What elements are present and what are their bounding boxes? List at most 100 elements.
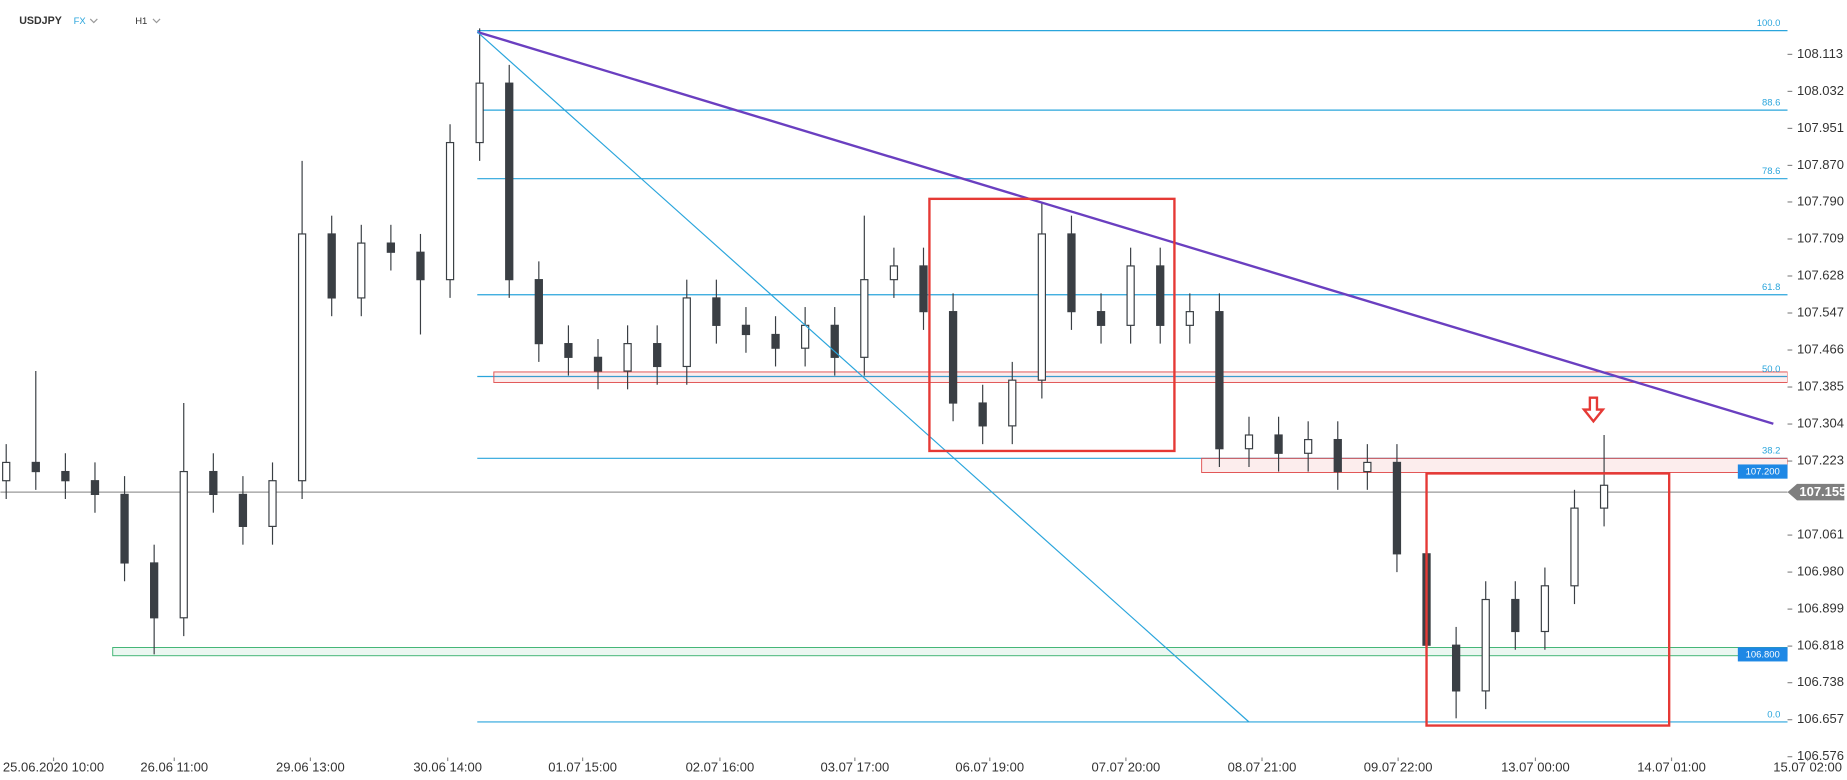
fib-label: 88.6 [1762,98,1780,109]
x-tick-label: 09.07 22:00 [1364,760,1433,775]
candle-body [1570,507,1579,587]
y-tick-label: 107.385 [1797,378,1844,393]
level-label-box [1737,647,1788,662]
y-tick-label: 106.738 [1797,674,1844,689]
y-tick-label: 107.870 [1797,157,1844,172]
y-tick-label: 106.899 [1797,601,1844,616]
candle-body [179,470,188,619]
candle-body [1481,598,1490,692]
candle-body [800,324,810,349]
candle-body [1185,311,1194,326]
candle-body [505,82,514,281]
levels-layer [0,30,1788,723]
header: USDJPY FX H1 [19,15,161,27]
candle-body [1156,265,1165,326]
y-tick-label: 107.547 [1797,304,1844,319]
candle-body [682,297,691,368]
candle-body [830,324,839,358]
candle-body [1096,311,1106,326]
symbol[interactable]: USDJPY [19,15,62,27]
candle-body [1511,598,1520,633]
caret[interactable] [152,18,161,24]
fib-label: 78.6 [1762,166,1780,177]
candle-body [209,470,218,496]
zone [112,647,1788,657]
caret[interactable] [89,18,98,24]
timeframe[interactable]: H1 [135,16,147,27]
y-tick-label: 108.032 [1797,83,1844,98]
x-tick-label: 06.07 19:00 [955,760,1024,775]
y-tick-label: 106.818 [1797,638,1844,653]
zone [493,371,1788,383]
candle-body [653,343,662,368]
fib-label: 100.0 [1757,18,1781,29]
candle-body [386,242,396,253]
x-tick-label: 25.06.2020 10:00 [3,760,104,775]
candle-body [238,493,248,527]
x-tick-label: 26.06 11:00 [140,760,208,775]
x-tick-label: 01.07 15:00 [548,760,617,775]
candle-body [623,343,632,372]
candle-body [741,324,751,336]
candle-body [1215,311,1224,450]
candle-body [564,343,573,358]
candle-body [534,279,543,345]
candle-body [919,265,928,313]
candle-body [31,461,40,473]
candle-body [1244,434,1254,450]
candle-body [297,233,307,482]
x-tick-label: 03.07 17:00 [821,760,890,775]
y-tick-label: 107.223 [1797,452,1844,467]
axis-layer: 108.113 108.032 107.951 107.870 107.790 107.7… [3,18,1846,775]
candle-body [90,480,100,496]
fib-label: 0.0 [1767,709,1780,720]
candle-body [268,480,277,527]
annotations [476,30,1774,727]
x-tick-label: 30.06 14:00 [413,760,482,775]
candle-body [1037,233,1047,381]
y-tick-label: 106.576 [1797,748,1844,763]
x-tick-label: 02.07 16:00 [686,760,755,775]
candle-body [150,562,159,619]
candle-body [1599,484,1609,509]
candle-body [978,402,987,427]
market[interactable]: FX [74,16,87,27]
candle-body [357,242,366,299]
y-tick-label: 107.628 [1797,267,1844,282]
zone [1201,457,1788,473]
candle-body [1363,461,1372,473]
fib-diagonal [476,31,1250,723]
trend-line [476,30,1774,425]
candle-body [1333,438,1342,473]
x-tick-label: 13.07 00:00 [1501,760,1570,775]
candle-body [61,470,70,482]
y-tick-label: 107.466 [1797,341,1844,356]
candle-body [1274,434,1283,454]
fib-label: 38.2 [1762,446,1780,457]
y-tick-label: 107.709 [1797,230,1844,245]
highlight-box [928,197,1176,453]
x-tick-label: 29.06 13:00 [276,760,345,775]
candle-body [1392,461,1402,555]
fib-label: 50.0 [1762,364,1780,375]
x-tick-label: 07.07 20:00 [1092,760,1161,775]
candle-body [2,461,11,482]
level-label: 107.200 [1746,467,1780,478]
y-tick-label: 107.304 [1797,415,1844,430]
candle-body [593,356,603,372]
candle-body [1304,438,1313,454]
x-tick-label: 08.07 21:00 [1228,760,1297,775]
candle-body [712,297,721,326]
y-tick-label: 106.980 [1797,564,1844,579]
candle-body [327,233,336,299]
candle-body [475,82,484,144]
candle-body [948,311,958,404]
candle-body [860,279,869,358]
highlight-box [1425,472,1671,727]
fib-label: 61.8 [1762,282,1780,293]
y-tick-label: 107.790 [1797,193,1844,208]
candle-body [445,141,455,281]
candle-body [1451,644,1461,692]
